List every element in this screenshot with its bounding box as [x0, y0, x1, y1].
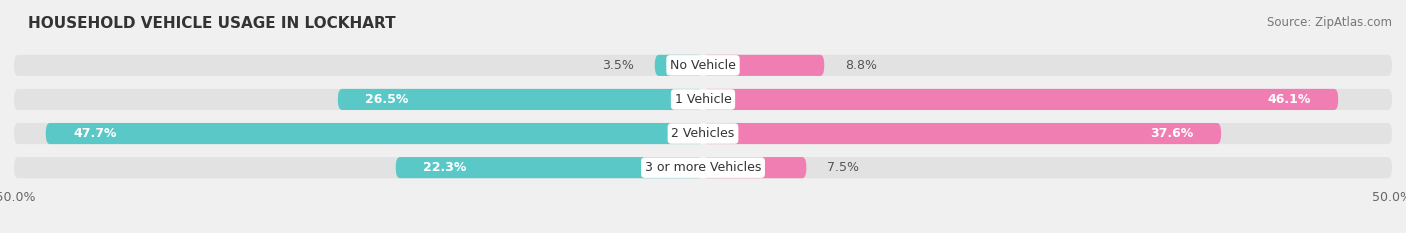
Text: 22.3%: 22.3%	[423, 161, 467, 174]
Text: 26.5%: 26.5%	[366, 93, 409, 106]
Text: 2 Vehicles: 2 Vehicles	[672, 127, 734, 140]
Text: 3.5%: 3.5%	[602, 59, 634, 72]
Text: 8.8%: 8.8%	[845, 59, 877, 72]
Text: 37.6%: 37.6%	[1150, 127, 1194, 140]
Text: 3 or more Vehicles: 3 or more Vehicles	[645, 161, 761, 174]
Text: Source: ZipAtlas.com: Source: ZipAtlas.com	[1267, 16, 1392, 29]
FancyBboxPatch shape	[14, 157, 1392, 178]
Text: 7.5%: 7.5%	[827, 161, 859, 174]
FancyBboxPatch shape	[337, 89, 703, 110]
FancyBboxPatch shape	[703, 55, 824, 76]
Text: 47.7%: 47.7%	[73, 127, 117, 140]
Text: 46.1%: 46.1%	[1267, 93, 1310, 106]
Text: No Vehicle: No Vehicle	[671, 59, 735, 72]
FancyBboxPatch shape	[395, 157, 703, 178]
FancyBboxPatch shape	[46, 123, 703, 144]
FancyBboxPatch shape	[703, 123, 1220, 144]
FancyBboxPatch shape	[655, 55, 703, 76]
FancyBboxPatch shape	[703, 157, 807, 178]
FancyBboxPatch shape	[14, 123, 1392, 144]
FancyBboxPatch shape	[14, 89, 1392, 110]
FancyBboxPatch shape	[14, 55, 1392, 76]
Text: 1 Vehicle: 1 Vehicle	[675, 93, 731, 106]
FancyBboxPatch shape	[703, 89, 1339, 110]
Text: HOUSEHOLD VEHICLE USAGE IN LOCKHART: HOUSEHOLD VEHICLE USAGE IN LOCKHART	[28, 16, 395, 31]
